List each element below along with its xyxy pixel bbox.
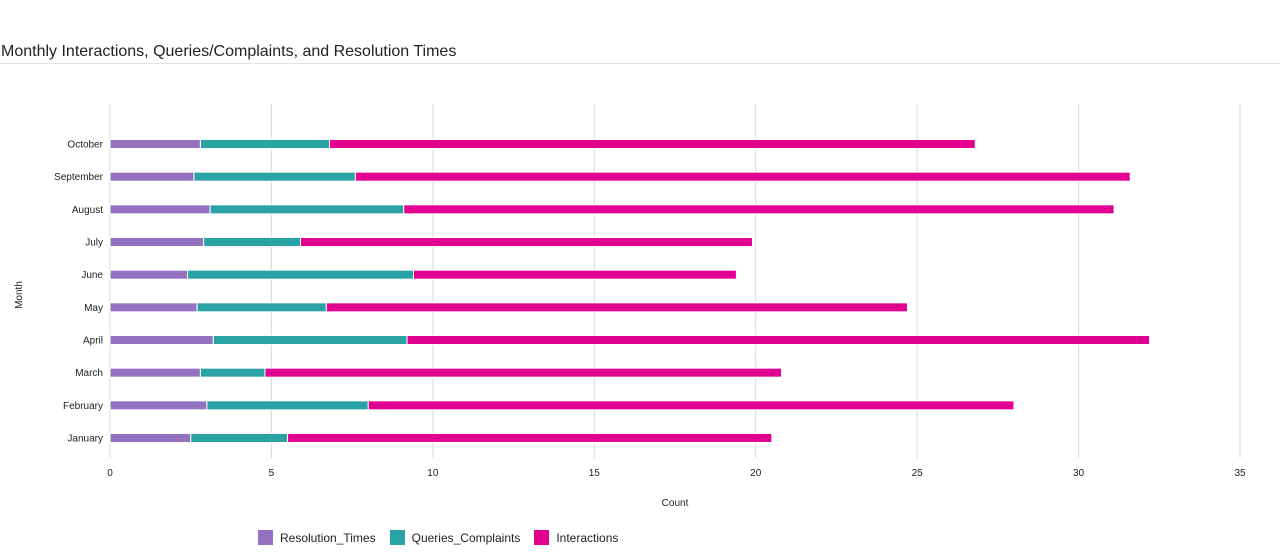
legend-item-queries-complaints[interactable]: Queries_Complaints [389,530,521,545]
bar-segment[interactable] [209,204,405,215]
x-axis-tick-labels: 0 5 10 15 20 25 30 35 [107,468,1246,479]
x-tick-label: 15 [589,468,601,479]
legend-swatch-interactions [534,530,550,545]
bar-segment[interactable] [109,139,201,149]
legend-item-interactions[interactable]: Interactions [534,530,618,545]
y-tick-label: September [54,172,104,183]
x-tick-label: 30 [1073,468,1085,479]
bar-segment[interactable] [325,302,908,313]
bar-segment[interactable] [199,139,331,149]
y-axis-tick-labels: January February March April May June July Augu… [54,140,104,445]
bar-segment[interactable] [109,302,198,313]
bar-segment[interactable] [264,367,783,378]
bar-segment[interactable] [403,204,1115,215]
bar-segment[interactable] [109,433,192,443]
bar-segment[interactable] [354,171,1131,182]
legend-item-resolution-times[interactable]: Resolution_Times [258,530,376,545]
y-tick-label: May [84,303,103,314]
bar-group [109,139,1151,443]
bar-segment[interactable] [299,237,753,247]
y-tick-label: October [67,140,103,151]
legend-label-interactions: Interactions [556,530,619,545]
bar-segment[interactable] [109,171,195,182]
bar-segment[interactable] [199,367,266,378]
bar-segment[interactable] [109,335,214,345]
y-tick-label: August [72,205,103,216]
x-tick-label: 20 [750,468,762,479]
bar-segment[interactable] [109,269,188,280]
bar-segment[interactable] [109,400,208,411]
stacked-bar-chart: January February March April May June July Augu… [14,104,1246,509]
y-tick-label: January [67,434,103,445]
x-tick-label: 25 [912,468,924,479]
bar-segment[interactable] [287,433,773,443]
bar-segment[interactable] [206,400,369,411]
y-axis-title: Month [14,281,25,309]
grid-lines [109,104,1241,458]
x-tick-label: 10 [427,468,439,479]
title-divider [0,63,1280,64]
x-axis-title: Count [662,498,689,509]
x-tick-label: 0 [107,468,113,479]
y-tick-label: February [63,401,103,412]
bar-segment[interactable] [193,171,356,182]
bar-segment[interactable] [109,237,205,247]
legend: Resolution_Times Queries_Complaints Inte… [258,530,632,545]
y-tick-label: March [75,368,103,379]
legend-label-queries-complaints: Queries_Complaints [411,530,521,545]
bar-segment[interactable] [196,302,327,313]
bar-segment[interactable] [406,335,1151,345]
bar-segment[interactable] [186,269,414,280]
bar-segment[interactable] [203,237,301,247]
bar-segment[interactable] [212,335,408,345]
y-tick-label: April [83,336,103,347]
x-tick-label: 35 [1234,468,1246,479]
bar-segment[interactable] [412,269,737,280]
chart-title: Monthly Interactions, Queries/Complaints… [1,43,457,60]
bar-segment[interactable] [109,204,211,215]
bar-segment[interactable] [367,400,1015,411]
bar-segment[interactable] [190,433,289,443]
legend-swatch-resolution-times [258,530,273,545]
bar-segment[interactable] [109,367,201,378]
legend-label-resolution-times: Resolution_Times [280,530,376,545]
x-tick-label: 5 [269,468,275,479]
legend-swatch-queries-complaints [389,530,405,545]
y-tick-label: June [81,270,103,281]
bar-segment[interactable] [329,139,976,149]
y-tick-label: July [85,238,103,249]
